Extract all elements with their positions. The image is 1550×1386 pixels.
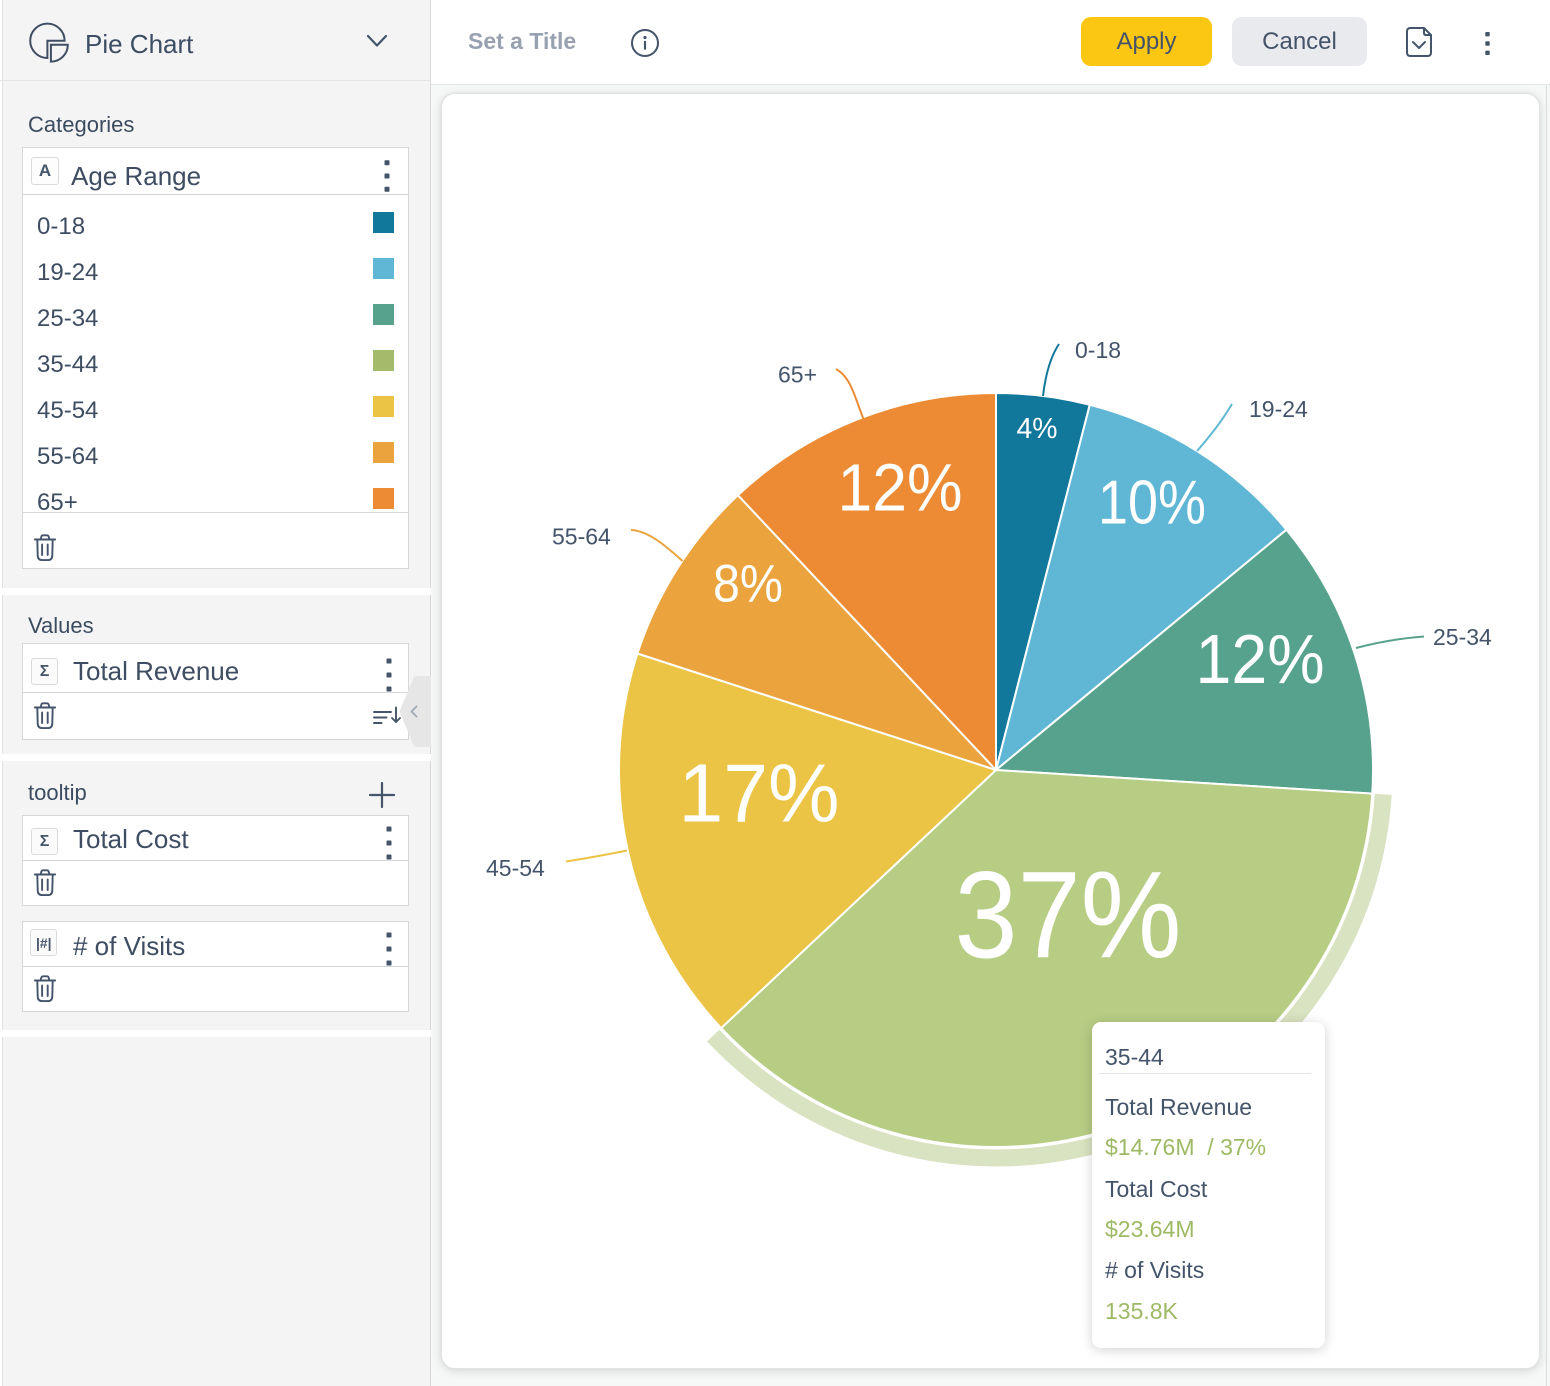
svg-text:4%: 4% (1017, 413, 1058, 445)
svg-text:45-54: 45-54 (486, 855, 545, 881)
svg-text:12%: 12% (1196, 620, 1325, 698)
svg-text:17%: 17% (679, 747, 840, 840)
svg-text:25-34: 25-34 (1433, 624, 1492, 650)
svg-text:10%: 10% (1098, 469, 1206, 538)
svg-text:12%: 12% (838, 451, 963, 526)
svg-text:8%: 8% (713, 555, 783, 614)
svg-text:0-18: 0-18 (1075, 337, 1121, 363)
svg-text:65+: 65+ (778, 362, 817, 388)
svg-text:55-64: 55-64 (552, 524, 611, 550)
svg-text:37%: 37% (955, 848, 1182, 985)
svg-text:19-24: 19-24 (1249, 396, 1308, 422)
